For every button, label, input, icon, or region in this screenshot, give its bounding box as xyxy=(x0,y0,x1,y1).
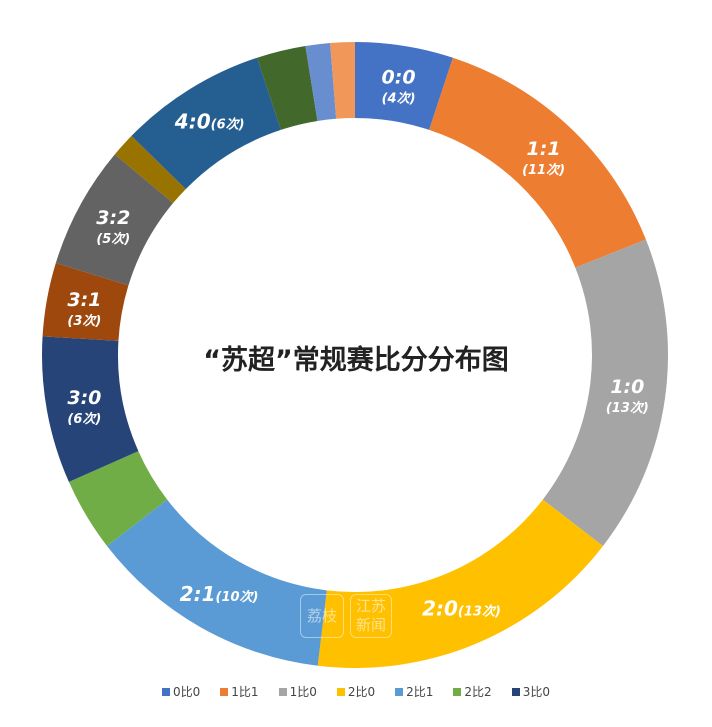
legend-swatch xyxy=(162,687,171,696)
legend-label: 1比0 xyxy=(289,685,317,699)
legend-label: 2比1 xyxy=(406,685,434,699)
slice-2-2 xyxy=(68,451,168,546)
slice-label: 2:1(10次) xyxy=(180,582,259,606)
slice-label: 1:0 (13次) xyxy=(606,376,649,416)
legend-item: 0比0 xyxy=(162,683,200,700)
slice-label: 3:1 (3次) xyxy=(67,289,101,329)
slice-other-3 xyxy=(305,42,337,121)
slice-label: 4:0(6次) xyxy=(174,110,245,134)
slice-0-0 xyxy=(355,42,453,130)
slice-other-2 xyxy=(257,45,318,130)
chart-title: “苏超”常规赛比分分布图 xyxy=(203,345,509,376)
legend-item: 3比0 xyxy=(511,683,550,700)
legend-swatch xyxy=(395,687,404,696)
slice-3-1 xyxy=(42,263,129,341)
legend-label: 0比0 xyxy=(173,685,201,699)
legend-swatch xyxy=(220,687,229,696)
legend-swatch xyxy=(453,687,462,696)
legend-item: 2比0 xyxy=(336,683,376,700)
slice-4-0 xyxy=(131,57,281,190)
slice-label: 3:0 (6次) xyxy=(67,387,101,427)
slice-3-2 xyxy=(55,154,174,286)
legend-label: 3比0 xyxy=(522,685,550,699)
legend-label: 2比0 xyxy=(347,685,376,699)
slice-3-0 xyxy=(42,336,139,482)
slice-1-0 xyxy=(542,239,668,546)
slice-2-0 xyxy=(317,499,604,668)
legend-swatch xyxy=(278,687,287,696)
slice-2-1 xyxy=(106,499,327,666)
legend-item: 1比1 xyxy=(220,683,259,700)
legend-swatch xyxy=(336,687,345,696)
legend-item: 1比0 xyxy=(278,683,317,700)
legend-item: 2比1 xyxy=(395,683,433,700)
slice-other-4 xyxy=(330,42,355,119)
slice-label: 3:2 (5次) xyxy=(96,207,130,247)
legend-item: 2比2 xyxy=(453,683,492,700)
watermark-logo: 荔枝 xyxy=(300,594,344,638)
legend: 0比0 1比1 1比0 2比0 2比1 2比2 3比0 xyxy=(0,683,712,700)
slice-other-1 xyxy=(114,135,186,204)
legend-label: 1比1 xyxy=(231,685,259,699)
slice-label: 0:0 (4次) xyxy=(382,66,416,106)
legend-label: 2比2 xyxy=(464,685,492,699)
legend-swatch xyxy=(511,687,520,696)
slice-1-1 xyxy=(429,57,646,268)
slice-label: 1:1 (11次) xyxy=(522,138,565,178)
watermark-logo: 江苏新闻 xyxy=(350,594,392,638)
slice-label: 2:0(13次) xyxy=(422,597,501,621)
